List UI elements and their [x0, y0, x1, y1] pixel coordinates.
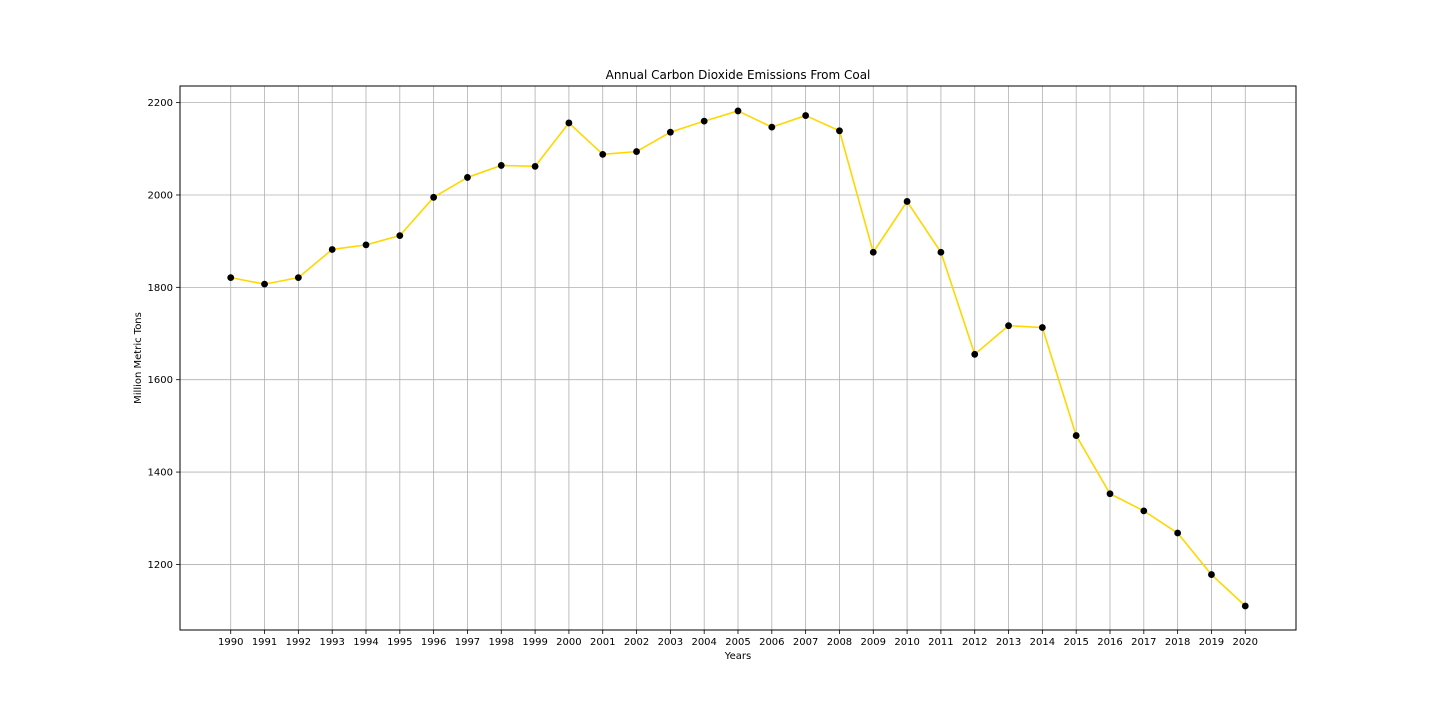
data-point — [464, 174, 471, 181]
x-tick-label: 2010 — [894, 637, 919, 648]
data-point — [396, 232, 404, 240]
data-point — [633, 148, 640, 155]
data-point — [1038, 324, 1046, 331]
x-tick-label: 2004 — [691, 637, 716, 648]
data-point — [1072, 432, 1080, 439]
data-point — [1005, 322, 1012, 330]
x-tick-label: 1991 — [252, 637, 277, 648]
x-tick-label: 2007 — [793, 637, 818, 648]
x-tick-label: 2011 — [928, 637, 953, 648]
data-point — [294, 274, 302, 282]
data-point — [599, 150, 607, 158]
data-point — [869, 248, 877, 256]
x-tick-label: 2016 — [1097, 637, 1122, 648]
x-tick-label: 2017 — [1131, 637, 1156, 648]
chart-title: Annual Carbon Dioxide Emissions From Coa… — [606, 68, 871, 82]
series-layer — [227, 107, 1249, 610]
data-point — [1174, 529, 1182, 537]
x-axis-title: Years — [724, 651, 751, 662]
data-point — [565, 119, 573, 127]
data-point — [227, 274, 235, 282]
x-tick-label: 2020 — [1233, 637, 1258, 648]
y-tick-label: 1400 — [148, 468, 173, 479]
x-tick-label: 2015 — [1063, 637, 1088, 648]
x-tick-label: 2002 — [624, 637, 649, 648]
x-tick-label: 2009 — [861, 637, 886, 648]
y-tick-label: 1800 — [148, 283, 173, 294]
x-tick-label: 2018 — [1165, 637, 1190, 648]
x-tick-label: 2005 — [725, 637, 750, 648]
data-point — [430, 193, 438, 201]
data-point — [261, 280, 268, 288]
ticks-layer: 1990 1991 1992 1993 1994 1995 1996 1997 1998 1999… — [148, 98, 1258, 648]
y-tick-label: 1200 — [148, 560, 173, 571]
x-tick-label: 1996 — [421, 637, 446, 648]
data-point — [328, 246, 336, 253]
x-tick-label: 1993 — [319, 637, 344, 648]
x-tick-label: 2006 — [759, 637, 784, 648]
data-point — [362, 241, 370, 249]
x-tick-label: 1990 — [218, 637, 243, 648]
data-point — [497, 162, 505, 169]
y-axis-title: Million Metric Tons — [133, 312, 144, 404]
grid — [180, 86, 1296, 630]
x-tick-label: 2012 — [962, 637, 987, 648]
data-point — [971, 350, 979, 358]
x-tick-label: 1994 — [353, 637, 378, 648]
data-point — [734, 107, 742, 115]
data-point — [802, 112, 810, 119]
x-tick-label: 2019 — [1199, 637, 1224, 648]
y-tick-label: 2000 — [148, 190, 173, 201]
x-tick-label: 1997 — [455, 637, 480, 648]
x-tick-label: 1995 — [387, 637, 412, 648]
data-point — [531, 162, 539, 170]
data-point — [937, 248, 945, 256]
x-tick-label: 2001 — [590, 637, 615, 648]
data-point — [1140, 507, 1148, 515]
x-tick-label: 2000 — [556, 637, 581, 648]
x-tick-label: 1998 — [489, 637, 514, 648]
x-tick-label: 2013 — [996, 637, 1021, 648]
data-point — [1241, 602, 1249, 610]
x-tick-label: 2014 — [1030, 637, 1055, 648]
y-tick-label: 2200 — [148, 98, 173, 109]
y-tick-label: 1600 — [148, 375, 173, 386]
data-point — [700, 117, 708, 125]
x-tick-label: 1999 — [522, 637, 547, 648]
data-point — [903, 198, 911, 205]
data-point — [768, 123, 776, 131]
x-tick-label: 1992 — [286, 637, 311, 648]
x-tick-label: 2003 — [658, 637, 683, 648]
data-point — [1208, 571, 1215, 578]
data-point — [836, 127, 843, 135]
data-point — [666, 128, 674, 136]
x-tick-label: 2008 — [827, 637, 852, 648]
data-point — [1106, 490, 1114, 498]
